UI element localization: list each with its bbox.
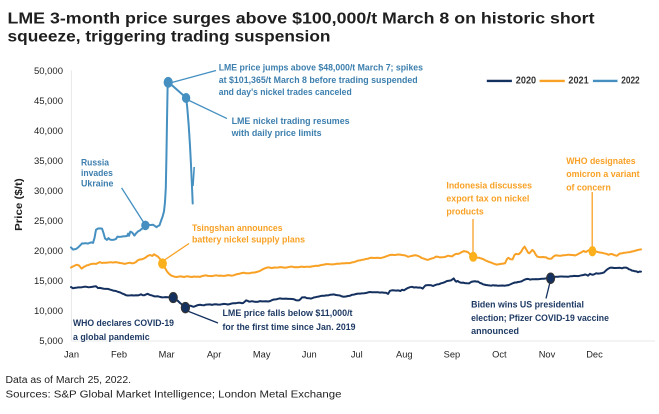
- svg-text:announced: announced: [471, 326, 519, 336]
- svg-text:invades: invades: [81, 168, 113, 178]
- svg-text:Oct: Oct: [492, 350, 507, 360]
- svg-text:Jul: Jul: [351, 350, 363, 360]
- svg-text:for the first time since Jan.: for the first time since Jan. 2019: [223, 322, 356, 332]
- svg-text:LME nickel trading resumes: LME nickel trading resumes: [232, 116, 350, 126]
- svg-text:Dec: Dec: [586, 350, 603, 360]
- svg-text:Biden wins US presidential: Biden wins US presidential: [471, 300, 584, 310]
- svg-text:election; Pfizer COVID-19 vacc: election; Pfizer COVID-19 vaccine: [471, 313, 609, 323]
- svg-text:Russia: Russia: [81, 157, 110, 167]
- svg-text:Mar: Mar: [159, 350, 175, 360]
- svg-text:LME price jumps above $48,000/: LME price jumps above $48,000/t March 7;…: [219, 62, 423, 72]
- svg-text:2022: 2022: [621, 75, 640, 86]
- svg-text:Nov: Nov: [539, 350, 556, 360]
- svg-text:40,000: 40,000: [34, 126, 63, 137]
- svg-text:of concern: of concern: [566, 182, 611, 192]
- svg-text:WHO declares COVID-19: WHO declares COVID-19: [73, 318, 174, 328]
- svg-text:Ukraine: Ukraine: [81, 178, 114, 188]
- svg-text:20,000: 20,000: [34, 246, 63, 257]
- svg-text:Data as of March 25, 2022.: Data as of March 25, 2022.: [6, 375, 132, 386]
- svg-text:Apr: Apr: [207, 350, 221, 360]
- svg-text:LME 3-month price surges above: LME 3-month price surges above $100,000/…: [8, 10, 596, 27]
- svg-text:2020: 2020: [516, 75, 537, 86]
- svg-text:LME price falls below $11,000/: LME price falls below $11,000/t: [223, 308, 353, 318]
- svg-text:May: May: [253, 350, 271, 360]
- svg-text:25,000: 25,000: [34, 216, 63, 227]
- svg-text:at $101,365/t March 8 before t: at $101,365/t March 8 before trading sus…: [219, 75, 418, 85]
- svg-text:Indonesia discusses: Indonesia discusses: [446, 180, 532, 190]
- svg-text:5,000: 5,000: [39, 336, 63, 347]
- svg-text:Sep: Sep: [444, 350, 461, 360]
- svg-text:Jan: Jan: [64, 350, 79, 360]
- svg-text:and day's nickel trades cancel: and day's nickel trades canceled: [219, 87, 352, 97]
- svg-text:45,000: 45,000: [34, 96, 63, 107]
- svg-text:squeeze, triggering trading su: squeeze, triggering trading suspension: [8, 29, 331, 46]
- svg-text:35,000: 35,000: [34, 156, 63, 167]
- svg-text:Jun: Jun: [302, 350, 317, 360]
- svg-text:products: products: [446, 207, 483, 217]
- svg-text:export tax on nickel: export tax on nickel: [446, 194, 529, 204]
- svg-text:battery nickel supply plans: battery nickel supply plans: [192, 235, 305, 245]
- svg-text:10,000: 10,000: [34, 306, 63, 317]
- svg-text:Price ($/t): Price ($/t): [14, 178, 25, 231]
- svg-text:Feb: Feb: [111, 350, 127, 360]
- svg-text:a global pandemic: a global pandemic: [73, 332, 150, 342]
- svg-text:15,000: 15,000: [34, 276, 63, 287]
- svg-text:Aug: Aug: [396, 350, 413, 360]
- svg-text:Tsingshan announces: Tsingshan announces: [192, 223, 283, 233]
- svg-text:omicron a variant: omicron a variant: [566, 169, 639, 179]
- svg-text:2021: 2021: [568, 75, 589, 86]
- svg-text:Sources: S&P Global Market Int: Sources: S&P Global Market Intelligence;…: [6, 390, 342, 401]
- svg-text:with daily price limits: with daily price limits: [231, 128, 322, 138]
- svg-text:30,000: 30,000: [34, 186, 63, 197]
- svg-text:WHO designates: WHO designates: [566, 156, 635, 166]
- svg-text:50,000: 50,000: [34, 66, 63, 77]
